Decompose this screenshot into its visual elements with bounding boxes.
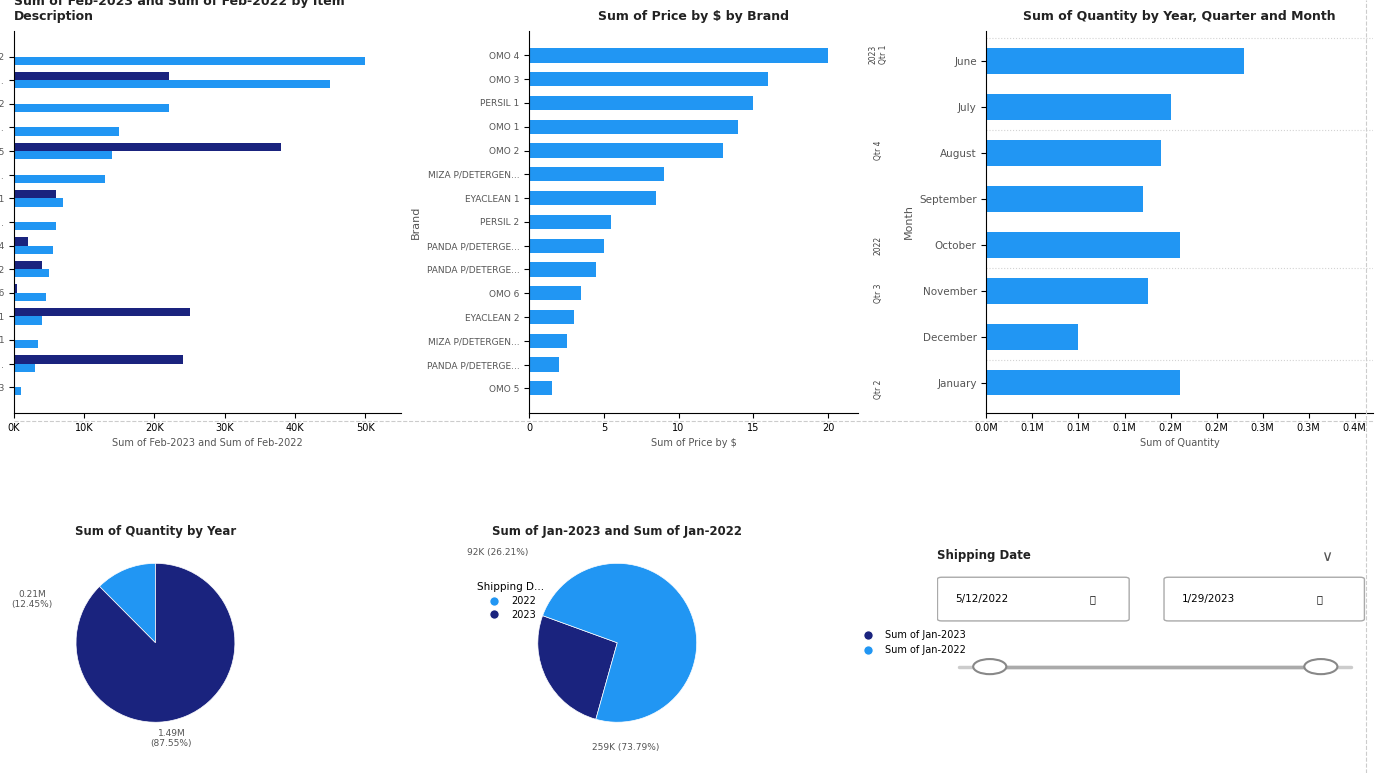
Text: 1.49M
(87.55%): 1.49M (87.55%) [151, 729, 191, 748]
Bar [530, 120, 738, 134]
Y-axis label: Brand: Brand [411, 205, 422, 239]
Bar [14, 340, 39, 349]
Text: 259K (73.79%): 259K (73.79%) [591, 743, 659, 752]
Bar [530, 310, 574, 324]
Bar [14, 151, 112, 159]
Bar [530, 72, 768, 87]
Bar [530, 144, 724, 158]
Bar [530, 262, 596, 277]
Y-axis label: Month: Month [903, 204, 914, 240]
Wedge shape [538, 615, 617, 720]
Bar [530, 334, 566, 348]
Legend: 2022, 2023: 2022, 2023 [473, 578, 548, 624]
Text: Qtr 2: Qtr 2 [874, 380, 882, 399]
Bar [530, 96, 753, 110]
Bar [530, 167, 663, 182]
Bar [14, 175, 105, 183]
Bar [530, 191, 656, 206]
Bar [14, 237, 28, 246]
Circle shape [1304, 659, 1337, 674]
Text: 92K (26.21%): 92K (26.21%) [467, 548, 528, 557]
Bar [14, 128, 119, 136]
Text: 📅: 📅 [1090, 594, 1096, 604]
X-axis label: Sum of Quantity: Sum of Quantity [1140, 438, 1219, 448]
Bar [986, 324, 1079, 349]
Title: Sum of Price by $ by Brand: Sum of Price by $ by Brand [598, 10, 789, 23]
Text: Qtr 4: Qtr 4 [874, 141, 882, 160]
Bar [14, 308, 190, 316]
Bar [986, 232, 1180, 257]
Bar [14, 104, 169, 112]
Bar [14, 293, 46, 301]
Text: 5/12/2022: 5/12/2022 [954, 594, 1008, 604]
Text: ∨: ∨ [1320, 550, 1332, 564]
Circle shape [974, 659, 1007, 674]
Bar [530, 286, 581, 301]
Text: Shipping Date: Shipping Date [938, 550, 1032, 563]
FancyBboxPatch shape [1164, 577, 1365, 621]
Bar [14, 222, 55, 230]
Bar [14, 387, 21, 396]
Title: Sum of Quantity by Year: Sum of Quantity by Year [75, 525, 236, 538]
Bar [530, 357, 559, 372]
Legend: Sum of Jan-2023, Sum of Jan-2022: Sum of Jan-2023, Sum of Jan-2022 [854, 626, 970, 659]
X-axis label: Sum of Price by $: Sum of Price by $ [651, 438, 736, 448]
Wedge shape [100, 564, 155, 643]
Bar [986, 186, 1143, 212]
FancyBboxPatch shape [938, 577, 1129, 621]
Bar [14, 56, 365, 65]
Bar [986, 370, 1180, 396]
Text: Sum of Feb-2023 and Sum of Feb-2022 by Item
Description: Sum of Feb-2023 and Sum of Feb-2022 by I… [14, 0, 344, 23]
X-axis label: Sum of Feb-2023 and Sum of Feb-2022: Sum of Feb-2023 and Sum of Feb-2022 [112, 438, 302, 448]
Title: Sum of Quantity by Year, Quarter and Month: Sum of Quantity by Year, Quarter and Mon… [1024, 10, 1336, 23]
Bar [14, 72, 169, 80]
Bar [14, 190, 55, 198]
Text: 📅: 📅 [1316, 594, 1322, 604]
Bar [14, 261, 42, 269]
Bar [986, 94, 1171, 120]
Bar [530, 239, 603, 253]
Bar [986, 278, 1147, 304]
Bar [986, 140, 1161, 165]
Bar [14, 246, 53, 254]
Bar [14, 284, 18, 293]
Text: 2023
Qtr 1: 2023 Qtr 1 [868, 45, 888, 64]
Text: Qtr 3: Qtr 3 [874, 284, 882, 303]
Text: 0.21M
(12.45%): 0.21M (12.45%) [11, 590, 53, 609]
Title: Sum of Jan-2023 and Sum of Jan-2022: Sum of Jan-2023 and Sum of Jan-2022 [492, 525, 742, 538]
Bar [14, 363, 35, 372]
Bar [14, 269, 49, 278]
Wedge shape [76, 564, 234, 722]
Bar [14, 143, 282, 151]
Wedge shape [542, 564, 696, 722]
Text: 2022: 2022 [874, 237, 882, 255]
Bar [530, 48, 828, 63]
Bar [530, 215, 612, 229]
Bar [14, 198, 62, 206]
Bar [14, 80, 330, 88]
Bar [986, 48, 1244, 73]
Bar [14, 356, 183, 363]
Bar [14, 316, 42, 325]
Text: 1/29/2023: 1/29/2023 [1182, 594, 1234, 604]
Bar [530, 381, 552, 396]
